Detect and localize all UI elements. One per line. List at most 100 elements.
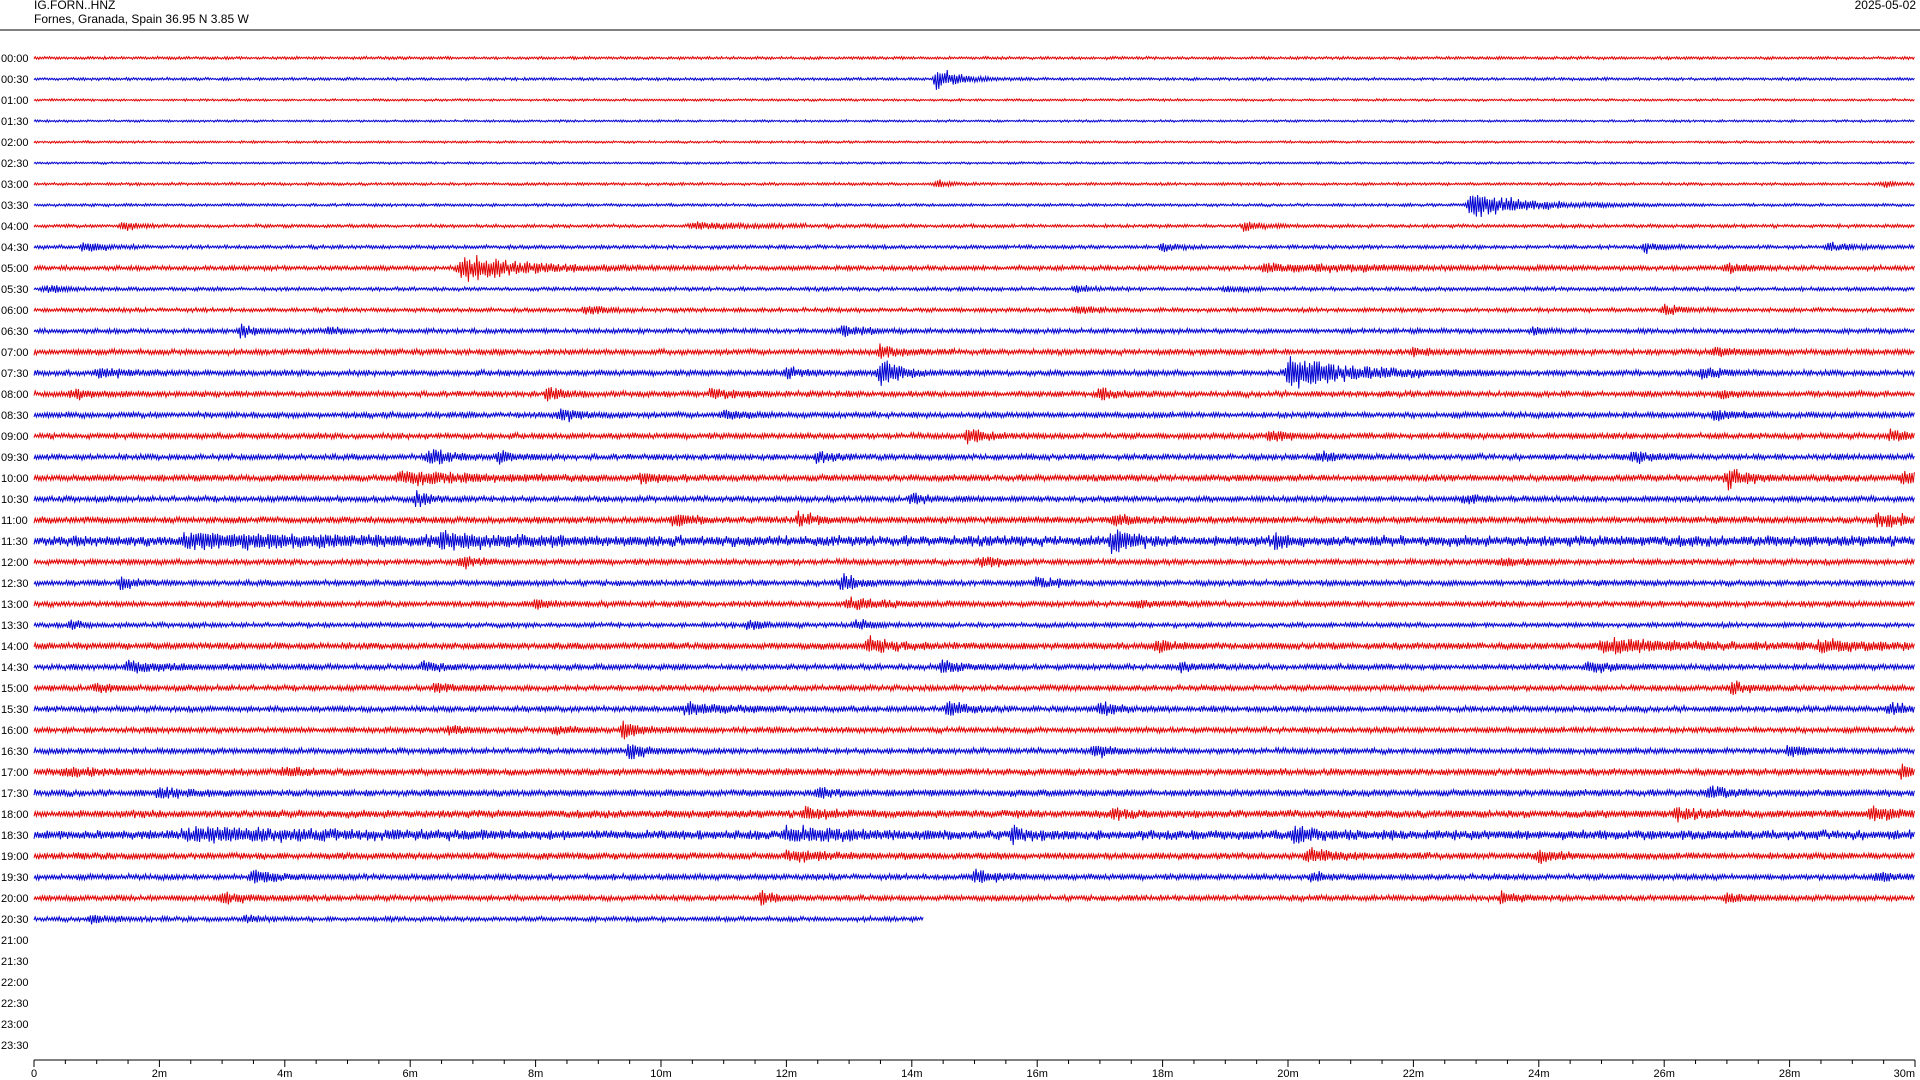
seismic-trace-0230	[33, 160, 1915, 166]
x-tick-label: 10m	[650, 1068, 671, 1080]
row-time-label: 00:00	[1, 53, 29, 65]
seismic-trace-0930	[33, 449, 1915, 465]
seismic-trace-0730	[33, 356, 1915, 389]
row-time-label: 07:00	[1, 347, 29, 359]
x-tick-label: 16m	[1026, 1068, 1047, 1080]
seismic-trace-1500	[33, 680, 1915, 696]
seismic-trace-0430	[33, 241, 1915, 255]
row-time-label: 06:30	[1, 326, 29, 338]
row-time-label: 00:30	[1, 74, 29, 86]
record-date: 2025-05-02	[1855, 0, 1917, 12]
seismic-trace-0200	[33, 139, 1915, 145]
seismic-trace-1630	[33, 743, 1915, 760]
x-tick-label: 22m	[1403, 1068, 1424, 1080]
seismic-trace-1800	[33, 805, 1915, 823]
x-tick-label: 20m	[1277, 1068, 1298, 1080]
row-time-label: 05:00	[1, 263, 29, 275]
row-time-label: 23:30	[1, 1040, 29, 1052]
time-labels: 00:00 00:30 01:00 01:30 02:00 02:30 03:00 03:30…	[1, 53, 29, 1052]
row-time-label: 08:30	[1, 410, 29, 422]
x-tick-label: 2m	[152, 1068, 167, 1080]
seismic-trace-2000	[33, 890, 1915, 906]
row-time-label: 21:30	[1, 956, 29, 968]
row-time-label: 15:00	[1, 683, 29, 695]
row-time-label: 02:00	[1, 137, 29, 149]
row-time-label: 02:30	[1, 158, 29, 170]
row-time-label: 12:00	[1, 557, 29, 569]
row-time-label: 01:00	[1, 95, 29, 107]
seismic-trace-0030	[33, 70, 1915, 90]
x-tick-label: 8m	[528, 1068, 543, 1080]
x-tick-label: 30m	[1894, 1068, 1915, 1080]
row-time-label: 11:00	[1, 515, 28, 527]
row-time-label: 19:00	[1, 851, 29, 863]
station-title: IG.FORN..HNZ	[34, 0, 115, 12]
row-time-label: 18:00	[1, 809, 29, 821]
seismic-traces	[33, 55, 1915, 925]
seismic-trace-1430	[33, 659, 1915, 674]
row-time-label: 05:30	[1, 284, 29, 296]
seismic-trace-1330	[33, 619, 1915, 630]
row-time-label: 06:00	[1, 305, 29, 317]
row-time-label: 23:00	[1, 1019, 29, 1031]
seismic-trace-0300	[33, 179, 1915, 188]
row-time-label: 04:00	[1, 221, 29, 233]
x-tick-label: 14m	[901, 1068, 922, 1080]
row-time-label: 18:30	[1, 830, 29, 842]
seismic-trace-1730	[33, 785, 1915, 799]
x-tick-label: 6m	[403, 1068, 418, 1080]
seismic-trace-1300	[33, 596, 1915, 611]
seismic-trace-1830	[33, 824, 1915, 846]
row-time-label: 17:00	[1, 767, 29, 779]
row-time-label: 20:30	[1, 914, 29, 926]
x-tick-label: 26m	[1653, 1068, 1674, 1080]
row-time-label: 11:30	[1, 536, 28, 548]
x-tick-label: 12m	[776, 1068, 797, 1080]
row-time-label: 13:00	[1, 599, 29, 611]
seismic-trace-1030	[33, 490, 1915, 507]
row-time-label: 09:00	[1, 431, 29, 443]
seismic-trace-0500	[33, 254, 1915, 282]
x-axis: 0 2m 4m 6m 8m 10m 12m 14m 16m 18m 20m 22m 24m 26m 28m 3…	[31, 1059, 1916, 1080]
row-time-label: 03:30	[1, 200, 29, 212]
seismic-trace-1200	[33, 556, 1915, 570]
row-time-label: 14:30	[1, 662, 29, 674]
seismic-trace-1600	[33, 720, 1915, 740]
row-time-label: 22:00	[1, 977, 29, 989]
row-time-label: 01:30	[1, 116, 29, 128]
row-time-label: 17:30	[1, 788, 29, 800]
row-time-label: 21:00	[1, 935, 29, 947]
x-tick-label: 4m	[277, 1068, 292, 1080]
row-time-label: 15:30	[1, 704, 29, 716]
row-time-label: 04:30	[1, 242, 29, 254]
seismic-trace-0330	[33, 194, 1915, 218]
seismic-trace-0130	[33, 118, 1915, 124]
seismic-trace-1900	[33, 847, 1915, 864]
row-time-label: 03:00	[1, 179, 29, 191]
x-tick-label: 24m	[1528, 1068, 1549, 1080]
seismic-trace-0830	[33, 408, 1915, 423]
seismic-trace-1530	[33, 701, 1915, 716]
row-time-label: 10:00	[1, 473, 29, 485]
seismic-trace-1130	[33, 529, 1915, 555]
row-time-label: 22:30	[1, 998, 29, 1010]
seismic-trace-0530	[33, 284, 1915, 294]
row-time-label: 14:00	[1, 641, 29, 653]
seismic-trace-0100	[33, 97, 1915, 103]
row-time-label: 08:00	[1, 389, 29, 401]
x-tick-label: 18m	[1152, 1068, 1173, 1080]
row-time-label: 13:30	[1, 620, 29, 632]
row-time-label: 12:30	[1, 578, 29, 590]
seismic-trace-0600	[33, 303, 1915, 316]
x-tick-label: 28m	[1779, 1068, 1800, 1080]
row-time-label: 19:30	[1, 872, 29, 884]
x-tick-label: 0	[31, 1068, 37, 1080]
row-time-label: 09:30	[1, 452, 29, 464]
seismic-trace-0900	[33, 428, 1915, 445]
seismic-trace-0630	[33, 323, 1915, 339]
station-location: Fornes, Granada, Spain 36.95 N 3.85 W	[34, 12, 249, 26]
row-time-label: 10:30	[1, 494, 29, 506]
row-time-label: 07:30	[1, 368, 29, 380]
seismic-trace-1400	[33, 635, 1915, 655]
row-time-label: 16:30	[1, 746, 29, 758]
